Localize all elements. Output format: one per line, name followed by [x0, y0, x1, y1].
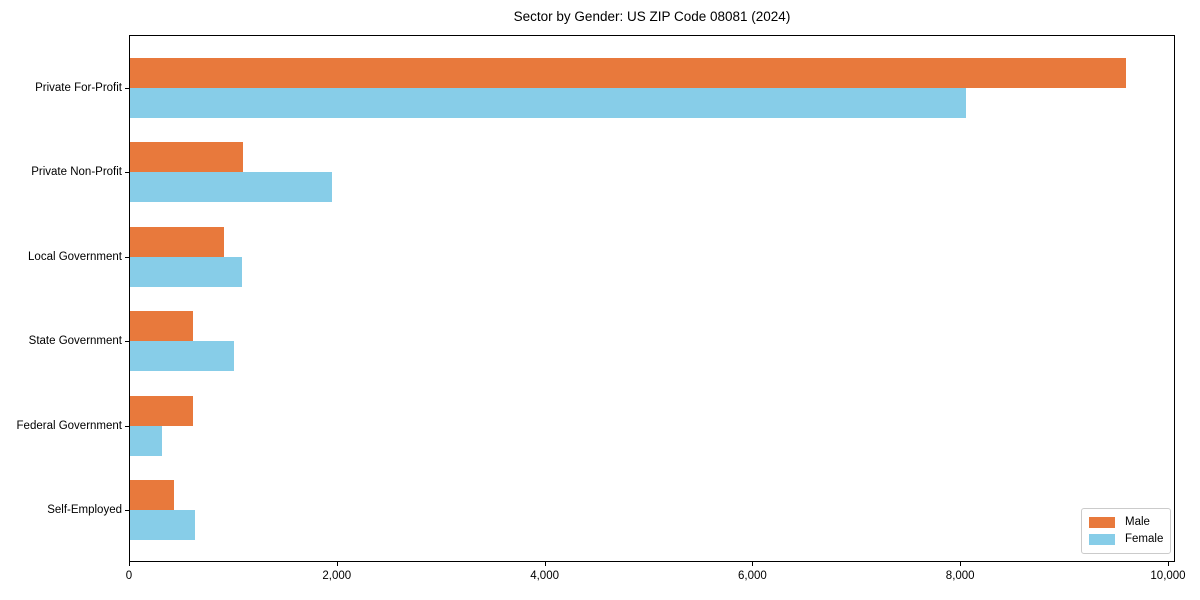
- x-axis-tick-mark: [1168, 562, 1169, 566]
- legend: Male Female: [1081, 508, 1171, 554]
- y-axis-tick-mark: [125, 87, 129, 89]
- x-axis-tick-mark: [960, 562, 962, 566]
- y-axis-tick-mark: [125, 256, 129, 258]
- plot-area: Male Female: [129, 35, 1175, 562]
- x-axis-tick-label: 10,000: [1150, 570, 1186, 582]
- y-axis-label: Local Government: [28, 250, 122, 263]
- legend-swatch-female: [1089, 534, 1115, 545]
- y-axis-label: Self-Employed: [47, 504, 122, 516]
- x-axis-tick-mark: [336, 562, 338, 566]
- y-axis-label: Federal Government: [16, 419, 122, 432]
- y-axis-label: Private For-Profit: [35, 81, 122, 94]
- bar-male: [130, 142, 243, 172]
- bar-female: [130, 510, 195, 540]
- y-axis-tick-mark: [125, 510, 129, 511]
- x-axis-tick-mark: [129, 562, 130, 566]
- legend-label: Female: [1125, 533, 1164, 545]
- y-axis-label: State Government: [28, 335, 122, 347]
- legend-label: Male: [1125, 516, 1150, 528]
- bar-male: [130, 480, 174, 510]
- x-axis-tick-label: 0: [125, 570, 133, 582]
- bar-male: [130, 311, 193, 341]
- bar-female: [130, 341, 234, 371]
- x-axis-tick-mark: [752, 562, 754, 566]
- bar-female: [130, 425, 162, 456]
- bar-male: [130, 226, 224, 257]
- legend-item-male: Male: [1089, 516, 1163, 529]
- x-axis-tick-mark: [544, 562, 546, 566]
- bar-male: [130, 395, 193, 426]
- y-axis-tick-mark: [125, 172, 129, 173]
- x-axis-tick-label: 8,000: [945, 570, 975, 582]
- bar-female: [130, 172, 332, 202]
- x-axis-tick-label: 4,000: [530, 570, 559, 582]
- x-axis-tick-label: 2,000: [322, 570, 352, 582]
- y-axis-label: Private Non-Profit: [31, 166, 122, 178]
- y-axis-tick-mark: [125, 425, 129, 427]
- chart-title: Sector by Gender: US ZIP Code 08081 (202…: [513, 9, 791, 24]
- x-axis-tick-label: 6,000: [738, 570, 767, 582]
- bar-female: [130, 256, 242, 287]
- legend-swatch-male: [1089, 517, 1115, 528]
- bar-female: [130, 87, 966, 118]
- legend-item-female: Female: [1089, 533, 1163, 546]
- bar-male: [130, 57, 1126, 88]
- y-axis-tick-mark: [125, 341, 129, 342]
